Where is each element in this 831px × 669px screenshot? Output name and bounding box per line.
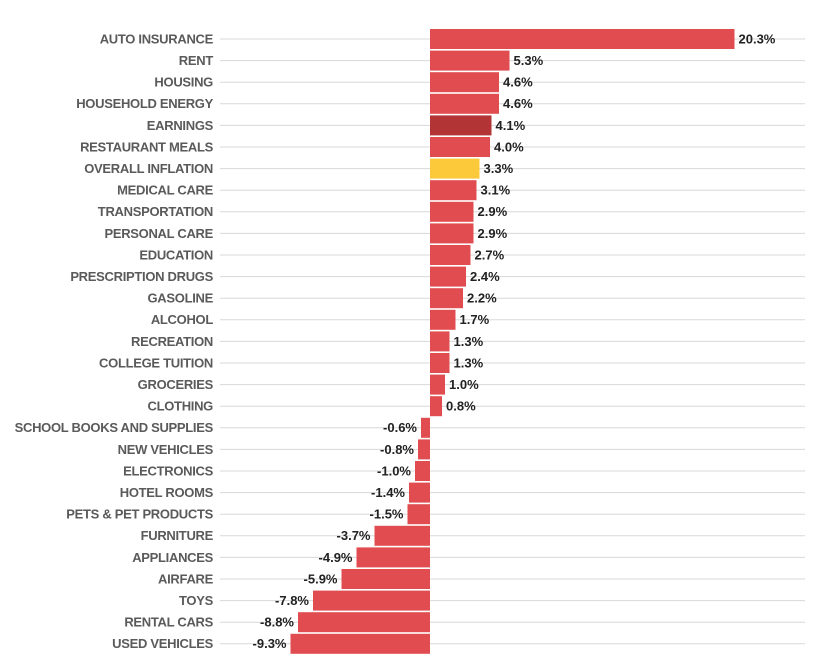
bar [430, 288, 463, 309]
value-label: 1.3% [454, 355, 484, 370]
category-label: CLOTHING [148, 399, 214, 414]
category-label: MEDICAL CARE [117, 183, 213, 198]
category-label: HOTEL ROOMS [120, 485, 214, 500]
category-label: ELECTRONICS [123, 463, 214, 478]
value-label: 1.7% [460, 312, 490, 327]
value-label: 20.3% [739, 31, 776, 46]
category-label: OVERALL INFLATION [84, 161, 213, 176]
bar [430, 50, 510, 71]
bar [430, 201, 474, 222]
value-label: -0.8% [380, 442, 414, 457]
value-label: -3.7% [337, 528, 371, 543]
bar [430, 72, 499, 93]
value-label: -5.9% [304, 571, 338, 586]
category-label: COLLEGE TUITION [99, 355, 213, 370]
bar [313, 590, 430, 611]
bar [430, 180, 477, 201]
value-label: 1.3% [454, 334, 484, 349]
bar [430, 115, 492, 136]
value-label: 2.9% [478, 226, 508, 241]
value-label: -4.9% [319, 550, 353, 565]
category-label: TRANSPORTATION [98, 204, 213, 219]
bar [298, 612, 430, 633]
category-label: GASOLINE [148, 291, 214, 306]
value-label: 2.4% [470, 269, 500, 284]
category-label: APPLIANCES [132, 550, 213, 565]
category-label: SCHOOL BOOKS AND SUPPLIES [15, 420, 214, 435]
category-label: RECREATION [131, 334, 213, 349]
bar [418, 439, 430, 460]
value-label: 0.8% [446, 399, 476, 414]
bar [430, 158, 480, 179]
bar [430, 137, 490, 157]
category-label: PERSONAL CARE [104, 226, 213, 241]
value-label: -8.8% [260, 615, 294, 630]
category-label: RENT [179, 53, 214, 68]
category-label: HOUSEHOLD ENERGY [76, 96, 213, 111]
value-label: 2.2% [467, 291, 497, 306]
value-label: 4.0% [494, 139, 524, 154]
category-label: AUTO INSURANCE [100, 31, 214, 46]
category-label: PETS & PET PRODUCTS [66, 507, 213, 522]
bar [356, 547, 430, 568]
category-label: USED VEHICLES [112, 636, 213, 651]
value-label: -7.8% [275, 593, 309, 608]
value-label: 4.1% [496, 118, 526, 133]
bar [430, 374, 445, 395]
category-label: RENTAL CARS [124, 615, 213, 630]
bar [430, 93, 499, 114]
category-label: TOYS [179, 593, 214, 608]
bar [421, 417, 430, 438]
category-label: PRESCRIPTION DRUGS [70, 269, 213, 284]
bar [430, 331, 450, 352]
category-label: EARNINGS [147, 118, 214, 133]
category-label: FURNITURE [141, 528, 214, 543]
bar [430, 266, 466, 287]
bar [430, 223, 474, 244]
value-label: 2.9% [478, 204, 508, 219]
category-label: NEW VEHICLES [118, 442, 214, 457]
category-label: AIRFARE [158, 571, 214, 586]
value-label: -1.5% [370, 507, 404, 522]
bar [415, 461, 430, 481]
bar [409, 482, 430, 503]
value-label: 3.3% [484, 161, 514, 176]
value-label: 2.7% [475, 247, 505, 262]
bar [430, 396, 442, 417]
bar [430, 245, 471, 265]
value-label: 3.1% [481, 183, 511, 198]
bar [430, 309, 456, 330]
bar [430, 353, 450, 373]
value-label: 5.3% [514, 53, 544, 68]
value-label: 1.0% [449, 377, 479, 392]
value-label: 4.6% [503, 96, 533, 111]
value-label: -0.6% [383, 420, 417, 435]
bar [341, 569, 430, 589]
category-label: HOUSING [154, 75, 213, 90]
value-label: -1.4% [371, 485, 405, 500]
bar [430, 29, 735, 49]
value-label: -1.0% [377, 463, 411, 478]
category-label: EDUCATION [139, 247, 213, 262]
bar [290, 633, 430, 654]
category-label: GROCERIES [138, 377, 214, 392]
bar [407, 504, 430, 525]
category-label: RESTAURANT MEALS [80, 139, 214, 154]
value-label: 4.6% [503, 75, 533, 90]
value-label: -9.3% [253, 636, 287, 651]
category-label: ALCOHOL [151, 312, 214, 327]
bar [374, 525, 430, 546]
